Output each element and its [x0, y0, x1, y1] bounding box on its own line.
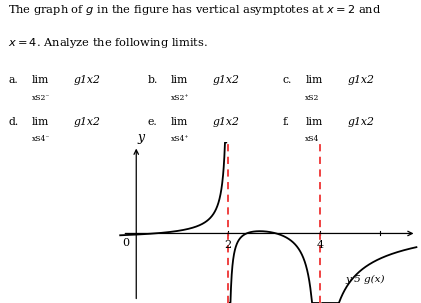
Text: g1x2: g1x2 — [213, 117, 240, 127]
Text: xS4: xS4 — [305, 135, 320, 143]
Text: g1x2: g1x2 — [347, 117, 374, 127]
Text: g1x2: g1x2 — [74, 117, 101, 127]
Text: lim: lim — [171, 117, 188, 127]
Text: f.: f. — [282, 117, 289, 127]
Text: lim: lim — [171, 75, 188, 85]
Text: xS2: xS2 — [305, 94, 320, 102]
Text: The graph of $g$ in the figure has vertical asymptotes at $x = 2$ and: The graph of $g$ in the figure has verti… — [8, 3, 382, 17]
Text: lim: lim — [32, 75, 49, 85]
Text: 2: 2 — [224, 240, 232, 250]
Text: $x = 4$. Analyze the following limits.: $x = 4$. Analyze the following limits. — [8, 35, 208, 50]
Text: xS2⁻: xS2⁻ — [32, 94, 50, 102]
Text: d.: d. — [8, 117, 19, 127]
Text: g1x2: g1x2 — [213, 75, 240, 85]
Text: lim: lim — [32, 117, 49, 127]
Text: y 5 g(x): y 5 g(x) — [345, 275, 385, 284]
Text: 0: 0 — [122, 238, 129, 248]
Text: 4: 4 — [317, 240, 323, 250]
Text: xS4⁻: xS4⁻ — [32, 135, 50, 143]
Text: y: y — [137, 131, 144, 144]
Text: lim: lim — [305, 117, 322, 127]
Text: b.: b. — [147, 75, 158, 85]
Text: lim: lim — [305, 75, 322, 85]
Text: g1x2: g1x2 — [347, 75, 374, 85]
Text: e.: e. — [147, 117, 157, 127]
Text: a.: a. — [8, 75, 18, 85]
Text: c.: c. — [282, 75, 291, 85]
Text: g1x2: g1x2 — [74, 75, 101, 85]
Text: xS4⁺: xS4⁺ — [171, 135, 189, 143]
Text: xS2⁺: xS2⁺ — [171, 94, 189, 102]
